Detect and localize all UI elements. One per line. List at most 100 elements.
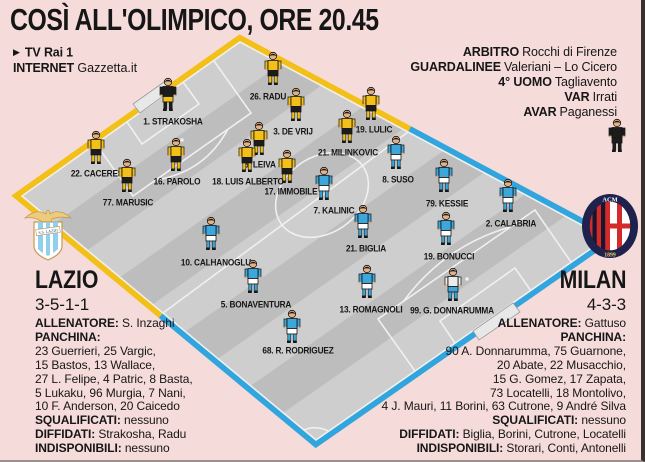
referee-row: ARBITRO Rocchi di Firenze (410, 45, 617, 60)
lazio-bench-line: 10 F. Anderson, 20 Caicedo (35, 399, 180, 414)
player-label: 3. DE VRIJ (273, 126, 313, 138)
player-label: 19. BONUCCI (423, 251, 475, 263)
player-figure-lazio (85, 130, 107, 166)
lazio-team-name: LAZIO (35, 266, 99, 294)
lazio-bench-line: 23 Guerrieri, 25 Vargic, (35, 343, 156, 358)
tv-row: ▶ TV Rai 1 (13, 45, 137, 61)
milan-coach-row: ALLENATORE: Gattuso (382, 316, 626, 331)
player-figure-milan (313, 166, 335, 202)
milan-bench-line: 73 Locatelli, 18 Montolivo, (489, 385, 626, 400)
play-icon: ▶ (13, 47, 20, 57)
player-label: 8. SUSO (382, 174, 414, 186)
player-figure-lazio (276, 149, 298, 185)
player-figure-milan (435, 211, 457, 247)
milan-badge: ACM 1899 (582, 194, 638, 259)
player-figure-milan (281, 309, 303, 345)
tv-label: TV (24, 45, 41, 60)
milan-bench-line: 15 G. Gomez, 17 Zapata, (492, 371, 626, 386)
milan-team-name: MILAN (559, 266, 626, 294)
player-label: 18. LUIS ALBERTO (212, 176, 284, 188)
player-label: 6. LEIVA (244, 159, 276, 171)
page-title: COSÌ ALL'OLIMPICO, ORE 20.45 (10, 2, 379, 37)
milan-unavailable-row: INDISPONIBILI: Storari, Conti, Antonelli (416, 441, 627, 456)
referee-figure (606, 118, 628, 154)
milan-cautioned-row: DIFFIDATI: Biglia, Borini, Cutrone, Loca… (399, 427, 626, 442)
player-label: 7. KALINIC (313, 205, 355, 217)
player-label: 10. CALHANOGLU (180, 257, 252, 269)
official-label: ARBITRO (462, 45, 520, 59)
lazio-suspended-row: SQUALIFICATI: nessuno (35, 413, 169, 428)
lazio-formation: 3-5-1-1 (35, 295, 90, 314)
official-value: Paganessi (559, 105, 618, 119)
official-value: Tagliavento (554, 75, 617, 89)
player-figure-lazio (360, 86, 382, 122)
official-value: Rocchi di Firenze (522, 45, 617, 59)
milan-bench-line: 4 J. Mauri, 11 Borini, 63 Cutrone, 9 And… (381, 399, 627, 414)
player-label: 77. MARUSIC (102, 197, 154, 209)
player-label: 5. BONAVENTURA (220, 299, 292, 311)
lazio-unavailable-row: INDISPONIBILI: nessuno (35, 441, 170, 456)
avar-row: AVAR Paganessi (410, 105, 617, 120)
coach-value: S. Inzaghi (122, 316, 175, 330)
player-figure-milan (200, 216, 222, 252)
milan-bench-label: PANCHINA: (560, 329, 626, 344)
player-label: 21. MILINKOVIC (317, 147, 379, 159)
var-row: VAR Irrati (410, 90, 617, 105)
lazio-bench-line: 15 Bastos, 13 Wallace, (35, 357, 156, 372)
coach-value: Gattuso (584, 316, 626, 330)
official-label: GUARDALINEE (410, 60, 501, 74)
milan-panel: MILAN 4-3-3 ALLENATORE: Gattuso PANCHINA… (381, 266, 627, 456)
player-label: 79. KESSIE (425, 198, 469, 210)
player-label: 19. LULIC (355, 124, 393, 136)
lazio-panel: LAZIO 3-5-1-1 ALLENATORE: S. Inzaghi PAN… (35, 267, 193, 456)
milan-bench-line: 20 Abate, 22 Musacchio, (496, 357, 626, 372)
player-figure-lazio (236, 138, 258, 174)
tv-value: Rai 1 (43, 45, 73, 60)
player-label: 99. G. DONNARUMMA (410, 305, 494, 317)
player-label: 21. BIGLIA (345, 243, 387, 255)
player-figure-milan (242, 259, 264, 295)
milan-formation: 4-3-3 (586, 295, 626, 314)
official-value: Irrati (592, 90, 618, 104)
milan-badge-year-text: 1899 (604, 253, 616, 259)
player-figure-lazio (165, 137, 187, 173)
official-label: 4° UOMO (498, 75, 552, 89)
player-label: 68. R. RODRIGUEZ (262, 345, 334, 357)
player-label: 26. RADU (249, 91, 287, 103)
milan-suspended-row: SQUALIFICATI: nessuno (492, 413, 626, 428)
lazio-bench-line: 5 Lukaku, 96 Murgia, 7 Nani, (35, 385, 186, 400)
player-label: 16. PAROLO (153, 176, 201, 188)
player-figure-milan (433, 158, 455, 194)
internet-label: INTERNET (13, 60, 74, 75)
player-figure-lazio (248, 121, 270, 157)
lazio-bench-label: PANCHINA: (35, 329, 101, 344)
player-label: 17. IMMOBILE (264, 186, 318, 198)
coach-label: ALLENATORE: (35, 316, 119, 330)
player-label: 22. CACERES (70, 168, 124, 180)
lazio-cautioned-row: DIFFIDATI: Strakosha, Radu (35, 427, 187, 442)
official-label: VAR (564, 90, 590, 104)
player-label: 2. CALABRIA (485, 218, 537, 230)
player-figure-lazio (336, 109, 358, 145)
internet-row: INTERNET Gazzetta.it (13, 61, 137, 76)
player-figure-lazio (262, 51, 284, 87)
player-figure-lazio (157, 77, 179, 113)
broadcast-info: ▶ TV Rai 1 INTERNET Gazzetta.it (13, 45, 137, 76)
lazio-badge: S.S. LAZIO (24, 209, 72, 261)
coach-label: ALLENATORE: (497, 316, 582, 330)
player-figure-milan (497, 178, 519, 214)
lazio-coach-row: ALLENATORE: S. Inzaghi (35, 316, 193, 331)
lazio-badge-text: S.S. LAZIO (38, 227, 58, 235)
lazio-bench-line: 27 L. Felipe, 4 Patric, 8 Basta, (35, 371, 193, 386)
milan-badge-acm-text: ACM (602, 196, 617, 203)
player-label: 1. STRAKOSHA (143, 116, 203, 128)
official-label: AVAR (523, 105, 557, 119)
player-figure-lazio (285, 87, 307, 123)
player-label: 13. ROMAGNOLI (339, 304, 403, 316)
player-figure-milan (356, 264, 378, 300)
linesmen-row: GUARDALINEE Valeriani – Lo Cicero (410, 60, 617, 75)
player-figure-milan (352, 204, 374, 240)
internet-value: Gazzetta.it (77, 60, 138, 75)
